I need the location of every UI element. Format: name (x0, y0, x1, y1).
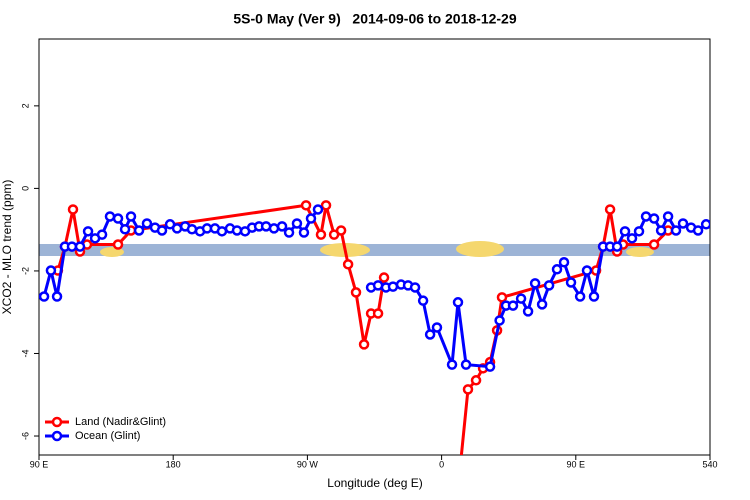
data-point (350, 287, 362, 298)
data-point (300, 200, 312, 211)
data-point (66, 241, 78, 252)
data-point (522, 306, 534, 317)
data-point (312, 204, 324, 215)
data-point (387, 281, 399, 292)
data-point (529, 278, 541, 289)
data-point (460, 359, 472, 370)
data-point (119, 224, 131, 235)
data-point (470, 375, 482, 386)
data-point (378, 272, 390, 283)
data-point (626, 233, 638, 244)
data-point (692, 225, 704, 236)
data-point (611, 241, 623, 252)
plot-frame (38, 38, 711, 456)
data-point (45, 265, 57, 276)
data-point (305, 213, 317, 224)
data-point (320, 200, 332, 211)
legend-label: Land (Nadir&Glint) (75, 416, 166, 428)
data-point (372, 308, 384, 319)
data-point (452, 297, 464, 308)
data-point (104, 211, 116, 222)
data-point (515, 293, 527, 304)
data-point (216, 226, 228, 237)
data-point (670, 225, 682, 236)
data-point (424, 329, 436, 340)
data-point (604, 204, 616, 215)
data-point (171, 223, 183, 234)
data-point (112, 239, 124, 250)
data-point (700, 219, 710, 230)
data-point (462, 384, 474, 395)
data-point (494, 315, 505, 326)
data-point (581, 265, 593, 276)
data-point (662, 211, 674, 222)
data-point (588, 291, 600, 302)
map-strip (39, 241, 710, 257)
data-point (156, 225, 168, 236)
data-point (496, 292, 508, 303)
y-axis-label: XCO2 - MLO trend (ppm) (0, 180, 14, 315)
data-point (67, 204, 79, 215)
plot-area (39, 200, 710, 455)
data-point (112, 213, 124, 224)
data-point (565, 277, 577, 288)
x-tick-label: 0 (439, 459, 444, 469)
data-point (315, 229, 327, 240)
data-point (358, 339, 370, 350)
data-point (268, 223, 280, 234)
x-axis-label: Longitude (deg E) (327, 476, 422, 490)
y-tick-label: -4 (20, 349, 30, 357)
data-point (74, 241, 86, 252)
x-tick-label: 90 E (567, 459, 586, 469)
data-point (141, 218, 153, 229)
y-tick-label: 0 (20, 186, 30, 191)
data-point (633, 226, 645, 237)
data-point (648, 239, 660, 250)
data-point (82, 226, 94, 237)
data-point (186, 224, 198, 235)
data-point (231, 225, 243, 236)
data-point (291, 218, 303, 229)
data-point (558, 257, 570, 268)
data-point (536, 299, 548, 310)
data-point (409, 282, 421, 293)
data-point (619, 226, 631, 237)
legend-label: Ocean (Glint) (75, 430, 140, 442)
data-point (298, 227, 310, 238)
x-tick-label: 180 (166, 459, 181, 469)
data-point (484, 361, 496, 372)
data-point (342, 259, 354, 270)
data-point (648, 213, 660, 224)
x-tick-label: 90 E (30, 459, 49, 469)
y-tick-label: 2 (20, 103, 30, 108)
data-point (446, 359, 458, 370)
data-point (96, 229, 108, 240)
data-point (640, 211, 652, 222)
data-point (335, 225, 347, 236)
x-tick-label: 540 (702, 459, 717, 469)
y-tick-label: -2 (20, 267, 30, 275)
data-point (543, 280, 555, 291)
data-point (283, 227, 295, 238)
data-point (677, 218, 689, 229)
data-point (507, 300, 519, 311)
y-tick-label: -6 (20, 432, 30, 440)
data-point (39, 291, 50, 302)
chart-title: 5S-0 May (Ver 9) 2014-09-06 to 2018-12-2… (233, 11, 516, 27)
legend-marker (51, 416, 63, 428)
data-point (655, 225, 667, 236)
x-tick-label: 90 W (297, 459, 319, 469)
data-point (51, 291, 63, 302)
data-point (431, 322, 443, 333)
data-point (133, 225, 145, 236)
data-point (276, 221, 288, 232)
data-point (574, 291, 586, 302)
data-point (551, 264, 563, 275)
data-point (125, 211, 137, 222)
legend-marker (51, 430, 63, 442)
data-point (417, 295, 429, 306)
